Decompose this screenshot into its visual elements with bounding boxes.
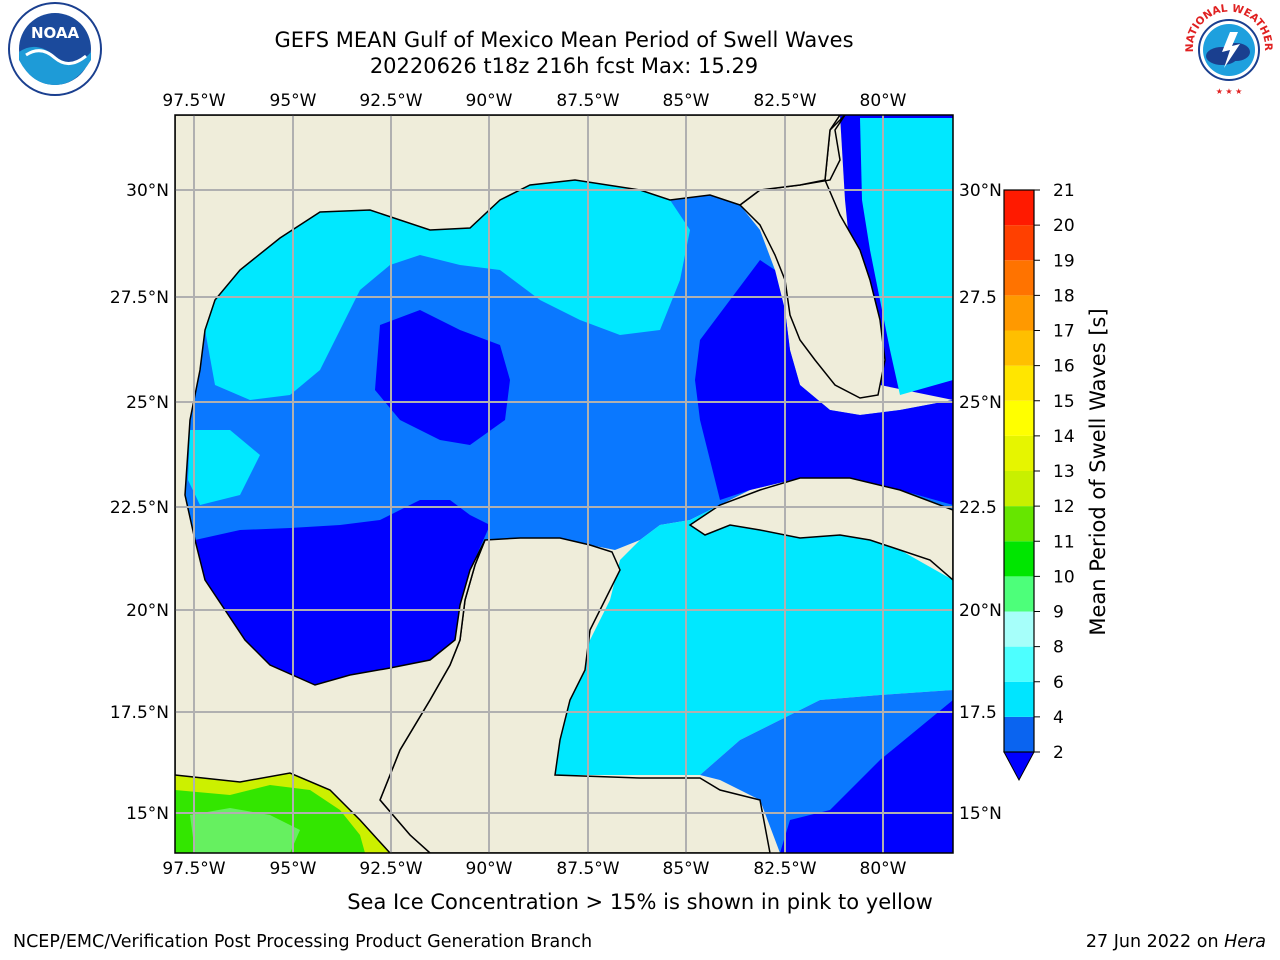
lat-label: 22.5°N [110,498,169,518]
svg-text:★ ★ ★: ★ ★ ★ [1216,87,1243,96]
colorbar-tick-label: 14 [1053,427,1075,447]
deep-blue-region-sw [195,500,490,685]
cyan-caribbean [555,505,953,775]
colorbar-tick-label: 10 [1053,567,1075,587]
lon-labels-top: 97.5°W 95°W 92.5°W 90°W 87.5°W 85°W 82.5… [162,91,906,111]
lon-label: 90°W [466,91,513,111]
lat-label: 30°N [126,181,169,201]
lon-label: 87.5°W [556,91,619,111]
pacific-swell-light [190,808,300,853]
sea-ice-note: Sea Ice Concentration > 15% is shown in … [0,890,1280,914]
colorbar-segment [1004,576,1034,612]
lon-label: 95°W [270,859,317,879]
cyan-western-edge [188,430,260,505]
colorbar-extend [1003,751,1035,782]
lat-label: 17.5°N [110,703,169,723]
lon-label: 92.5°W [359,859,422,879]
map-frame [174,114,954,854]
footer-date-text: 27 Jun 2022 on [1085,932,1219,952]
lon-label: 90°W [466,859,513,879]
lon-label: 95°W [270,91,317,111]
lon-label: 97.5°W [162,859,225,879]
cyan-northern-shelf [205,180,690,400]
colorbar-segment [1004,611,1034,647]
colorbar-segment [1004,471,1034,507]
colorbar-tick-label: 11 [1053,532,1075,552]
colorbar-tick-label: 16 [1053,357,1075,377]
colorbar-tick-label: 9 [1053,603,1064,623]
nws-logo: NATIONAL WEATHER SERVICE ★ ★ ★ [1178,0,1275,96]
colorbar-tick-label: 13 [1053,462,1075,482]
footer-producer: NCEP/EMC/Verification Post Processing Pr… [13,932,593,952]
deep-blue-region-east [695,260,953,505]
colorbar-tick-label: 17 [1053,322,1075,342]
lat-label: 20°N [959,601,1002,621]
footer-date: 27 Jun 2022 on Hera [1086,932,1266,952]
lon-label: 82.5°W [753,91,816,111]
colorbar-segment [1004,435,1034,471]
lat-label: 17.5 [959,703,997,723]
colorbar-segment [1004,716,1034,752]
colorbar-tick-label: 12 [1053,497,1075,517]
noaa-logo-text: NOAA [31,24,80,42]
footer-host: Hera [1224,932,1266,952]
lat-label: 27.5 [959,288,997,308]
colorbar-tick-label: 21 [1053,181,1075,201]
lon-label: 80°W [860,859,907,879]
lon-label: 92.5°W [359,91,422,111]
florida-land [738,115,886,399]
lon-label: 85°W [663,859,710,879]
lat-label: 27.5°N [110,288,169,308]
colorbar-tick-label: 20 [1053,216,1075,236]
cuba-land [688,477,953,581]
colorbar-segment [1004,646,1034,682]
colorbar-segment [1004,541,1034,577]
colorbar-segment [1004,365,1034,401]
colorbar-segment [1004,681,1034,717]
colorbar-tick-label: 18 [1053,286,1075,306]
lat-label: 30°N [959,181,1002,201]
sea-ice-note-text: Sea Ice Concentration > 15% is shown in … [347,890,933,914]
lat-label: 15°N [126,804,169,824]
colorbar-tick-label: 15 [1053,392,1075,412]
map-subtitle: 20220626 t18z 216h fcst Max: 15.29 [369,54,759,78]
colorbar: 2 4 6 8 9 10 11 12 13 14 15 16 17 18 19 20 21 [1003,181,1075,782]
colorbar-segment [1004,225,1034,261]
noaa-logo: NOAA [8,2,102,96]
lat-label: 15°N [959,804,1002,824]
lon-label: 97.5°W [162,91,225,111]
lon-label: 80°W [860,91,907,111]
colorbar-label: Mean Period of Swell Waves [s] [1086,308,1110,635]
colorbar-tick-label: 19 [1053,251,1075,271]
colorbar-segment [1004,295,1034,331]
map-title: GEFS MEAN Gulf of Mexico Mean Period of … [274,28,854,52]
lat-labels-left: 30°N 27.5°N 25°N 22.5°N 20°N 17.5°N 15°N [110,181,169,824]
colorbar-segment [1004,330,1034,366]
colorbar-tick-label: 2 [1053,743,1064,763]
colorbar-segment [1004,190,1034,226]
colorbar-segment [1004,260,1034,296]
colorbar-segment [1004,400,1034,436]
colorbar-tick-label: 8 [1053,638,1064,658]
lon-label: 87.5°W [556,859,619,879]
colorbar-tick-label: 4 [1053,708,1064,728]
colorbar-segment [1004,506,1034,542]
deep-blue-region-central [375,310,510,445]
lat-label: 25°N [126,393,169,413]
lat-label: 25°N [959,393,1002,413]
lon-label: 82.5°W [753,859,816,879]
lat-label: 22.5 [959,498,997,518]
colorbar-tick-label: 6 [1053,673,1064,693]
map-area [175,115,953,853]
lon-label: 85°W [663,91,710,111]
lon-labels-bottom: 97.5°W 95°W 92.5°W 90°W 87.5°W 85°W 82.5… [162,859,906,879]
lat-labels-right: 30°N 27.5 25°N 22.5 20°N 17.5 15°N [959,181,1002,824]
deep-blue-caribbean [780,700,953,853]
lat-label: 20°N [126,601,169,621]
grid-lines [175,115,953,853]
